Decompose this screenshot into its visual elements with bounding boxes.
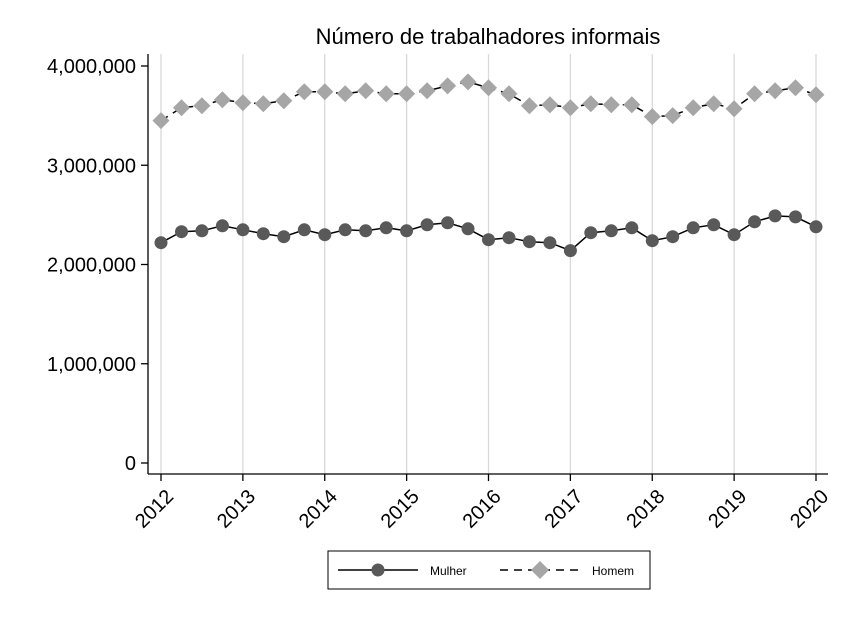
legend-marker-homem <box>531 561 549 579</box>
data-point-homem <box>275 92 293 110</box>
data-point-homem <box>664 107 682 125</box>
data-point-mulher <box>666 230 680 244</box>
legend-label-homem: Homem <box>592 564 634 578</box>
data-point-homem <box>234 94 252 112</box>
data-point-homem <box>705 95 723 113</box>
data-point-mulher <box>502 231 516 245</box>
data-point-mulher <box>400 224 414 238</box>
data-point-mulher <box>338 223 352 237</box>
data-point-mulher <box>154 236 168 250</box>
y-tick-label: 0 <box>125 453 136 475</box>
data-point-mulher <box>604 224 618 238</box>
data-point-homem <box>623 96 641 114</box>
data-point-homem <box>643 108 661 126</box>
data-point-mulher <box>215 219 229 233</box>
data-point-homem <box>357 82 375 100</box>
data-point-homem <box>398 85 416 103</box>
data-point-mulher <box>707 218 721 232</box>
legend: Mulher Homem <box>327 550 651 590</box>
data-point-homem <box>336 85 354 103</box>
data-point-mulher <box>727 228 741 242</box>
data-point-homem <box>807 86 825 104</box>
data-point-mulher <box>236 223 250 237</box>
data-point-homem <box>500 85 518 103</box>
data-point-mulher <box>461 222 475 236</box>
data-point-mulher <box>563 244 577 258</box>
data-point-homem <box>480 79 497 97</box>
data-point-homem <box>377 85 395 103</box>
data-point-mulher <box>768 209 782 223</box>
data-point-mulher <box>359 224 373 238</box>
data-point-mulher <box>420 218 434 232</box>
data-point-homem <box>295 83 313 101</box>
data-point-mulher <box>441 216 455 230</box>
data-point-homem <box>254 95 272 113</box>
legend-marker-mulher <box>371 563 385 577</box>
data-point-homem <box>582 95 600 113</box>
y-tick-label: 4,000,000 <box>47 56 136 78</box>
data-point-mulher <box>645 234 659 248</box>
data-point-mulher <box>543 236 557 250</box>
data-point-mulher <box>195 224 209 238</box>
data-point-mulher <box>748 215 762 229</box>
data-point-homem <box>152 112 170 130</box>
data-point-mulher <box>175 225 188 239</box>
y-tick-label: 2,000,000 <box>47 255 136 277</box>
data-point-homem <box>520 97 538 115</box>
data-point-homem <box>561 99 579 117</box>
data-point-homem <box>173 99 190 117</box>
data-point-mulher <box>789 210 802 224</box>
data-point-mulher <box>522 235 536 249</box>
data-point-homem <box>725 100 743 118</box>
data-point-mulher <box>625 221 639 235</box>
data-point-mulher <box>482 233 495 247</box>
data-point-homem <box>787 79 804 97</box>
data-point-homem <box>541 96 559 114</box>
data-point-mulher <box>318 228 332 242</box>
data-point-mulher <box>256 227 270 241</box>
data-point-homem <box>766 82 784 100</box>
y-tick-label: 1,000,000 <box>47 354 136 376</box>
series-group <box>152 73 825 258</box>
data-point-mulher <box>297 223 311 237</box>
data-point-homem <box>459 73 477 91</box>
data-point-homem <box>439 77 457 95</box>
data-point-homem <box>418 82 436 100</box>
data-point-homem <box>193 97 211 115</box>
data-point-homem <box>316 83 334 101</box>
data-point-mulher <box>277 230 291 244</box>
data-point-homem <box>746 85 764 103</box>
legend-label-mulher: Mulher <box>430 564 467 578</box>
data-point-mulher <box>379 221 393 235</box>
data-point-homem <box>684 99 702 117</box>
data-point-homem <box>213 91 231 109</box>
data-point-mulher <box>584 226 598 240</box>
y-tick-label: 3,000,000 <box>47 155 136 177</box>
data-point-mulher <box>809 220 823 234</box>
data-point-mulher <box>686 221 700 235</box>
data-point-homem <box>602 96 620 114</box>
chart-title: Número de trabalhadores informais <box>316 24 661 49</box>
